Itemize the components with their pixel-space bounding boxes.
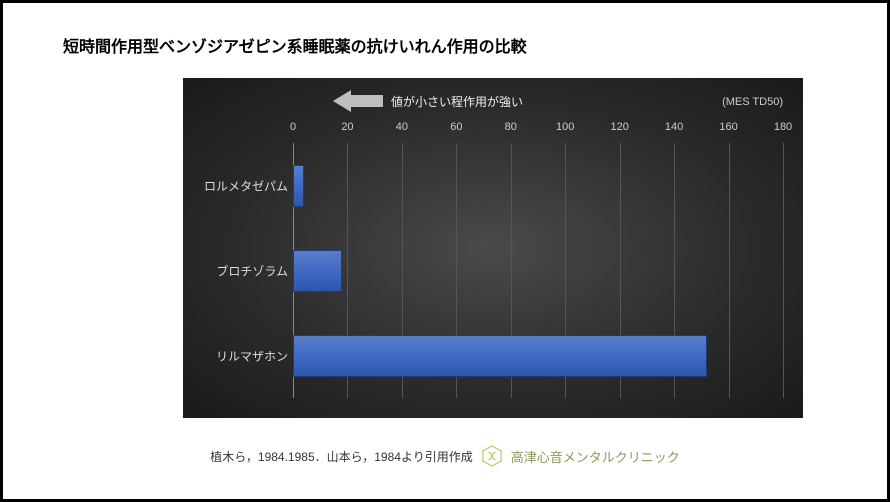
clinic-name: 高津心音メンタルクリニック [511,447,680,466]
x-ticks: 020406080100120140160180 [293,121,783,139]
bar [293,335,707,377]
y-category-label: リルマザホン [188,347,288,364]
x-tick-label: 80 [505,121,517,133]
y-category-label: ロルメタゼパム [188,177,288,194]
gridline [783,143,784,398]
arrow-left-icon [333,90,383,112]
clinic-logo-icon [481,445,503,467]
page-title: 短時間作用型ベンゾジアゼピン系睡眠薬の抗けいれん作用の比較 [63,33,527,57]
arrow-group: 値が小さい程作用が強い [333,90,523,112]
x-tick-label: 40 [396,121,408,133]
chart-container: (MES TD50) 値が小さい程作用が強い 02040608010012014… [183,78,803,418]
x-tick-label: 120 [610,121,628,133]
bar [293,250,342,292]
bar-row: リルマザホン [293,313,783,398]
x-tick-label: 160 [719,121,737,133]
citation-row: 植木ら，1984.1985．山本ら，1984より引用作成 高津心音メンタルクリニ… [3,445,887,467]
bar [293,165,304,207]
x-tick-label: 140 [665,121,683,133]
x-tick-label: 20 [341,121,353,133]
x-tick-label: 0 [290,121,296,133]
arrow-label: 値が小さい程作用が強い [391,93,523,110]
x-tick-label: 60 [450,121,462,133]
bar-row: ロルメタゼパム [293,143,783,228]
axis-note: (MES TD50) [722,96,783,108]
x-tick-label: 180 [774,121,792,133]
y-category-label: ブロチゾラム [188,262,288,279]
citation-text: 植木ら，1984.1985．山本ら，1984より引用作成 [210,448,472,465]
x-tick-label: 100 [556,121,574,133]
plot-area: 020406080100120140160180 ロルメタゼパムブロチゾラムリル… [293,143,783,398]
bar-row: ブロチゾラム [293,228,783,313]
